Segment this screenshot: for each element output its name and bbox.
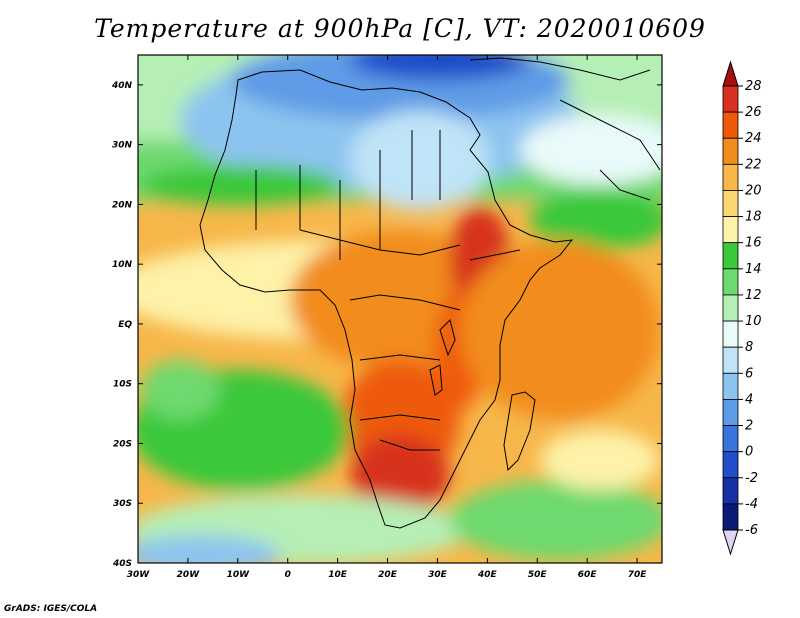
colorbar-swatch (722, 268, 739, 296)
colorbar-swatch (722, 111, 739, 139)
lat-tick-label: 10N (112, 260, 133, 270)
colorbar-label: 20 (745, 183, 762, 198)
axis-ticks: 30W 20W 10W 0 10E 20E 30E 40E 50E 60E 70E 40N 30N 20N… (111, 55, 662, 580)
colorbar-label: -6 (745, 523, 758, 538)
lat-tick-label: 30S (113, 499, 132, 509)
colorbar-swatch (722, 242, 739, 270)
colorbar-label: 0 (745, 445, 753, 460)
lat-tick-label: 10S (113, 380, 132, 390)
colorbar-swatch (722, 190, 739, 217)
lon-tick-label: 70E (628, 570, 648, 580)
colorbar-max-arrow (722, 60, 739, 87)
lat-tick-label: 40S (112, 559, 132, 569)
colorbar-label: -2 (745, 471, 758, 486)
colorbar-label: 4 (745, 392, 753, 407)
lon-tick-label: 30E (428, 570, 448, 580)
lat-tick-label: 40N (111, 81, 133, 91)
colorbar-label: 8 (745, 340, 753, 355)
colorbar-swatch (722, 477, 739, 505)
temperature-field (138, 55, 662, 563)
colorbar-label: 12 (745, 288, 762, 303)
colorbar-label: 6 (745, 366, 753, 381)
colorbar-label: 14 (745, 262, 762, 277)
colorbar-swatch (722, 451, 739, 479)
lat-tick-label: 20N (112, 200, 133, 210)
colorbar-swatch (722, 503, 739, 531)
colorbar-swatch (722, 399, 739, 426)
colorbar-swatch (722, 372, 739, 400)
colorbar-label: 24 (745, 131, 762, 146)
colorbar-swatch (722, 425, 739, 453)
colorbar-swatch (722, 346, 739, 374)
lon-tick-label: 0 (285, 570, 291, 580)
lon-tick-label: 40E (477, 570, 498, 580)
colorbar-swatch (722, 85, 739, 113)
coastlines (199, 57, 661, 529)
colorbar-label: 10 (745, 314, 762, 329)
colorbar-label: 26 (745, 105, 762, 120)
colorbar-label: 18 (745, 210, 762, 225)
colorbar-min-arrow (722, 529, 739, 556)
colorbar-swatch (722, 216, 739, 244)
lat-tick-label: EQ (118, 320, 132, 330)
colorbar-label: -4 (745, 497, 758, 512)
lon-tick-label: 20E (378, 570, 398, 580)
colorbar-swatch (722, 294, 739, 322)
lon-tick-label: 60E (578, 570, 598, 580)
lat-tick-label: 20S (113, 439, 132, 449)
credit-text: GrADS: IGES/COLA (4, 604, 98, 614)
colorbar-swatch (722, 137, 739, 165)
lon-tick-label: 50E (528, 570, 548, 580)
lon-tick-label: 10E (328, 570, 348, 580)
colorbar-swatch (722, 163, 739, 191)
colorbar-label: 22 (745, 157, 762, 172)
map-title: Temperature at 900hPa [C], VT: 202001060… (94, 14, 706, 43)
lat-tick-label: 30N (112, 141, 133, 151)
colorbar-swatch (722, 320, 739, 348)
map-frame (137, 54, 663, 564)
lon-tick-label: 30W (127, 570, 151, 580)
colorbar-label: 28 (745, 79, 762, 94)
lon-tick-label: 20W (177, 570, 201, 580)
colorbar-label: 16 (745, 236, 762, 251)
colorbar-label: 2 (745, 419, 753, 434)
lon-tick-label: 10W (227, 570, 251, 580)
